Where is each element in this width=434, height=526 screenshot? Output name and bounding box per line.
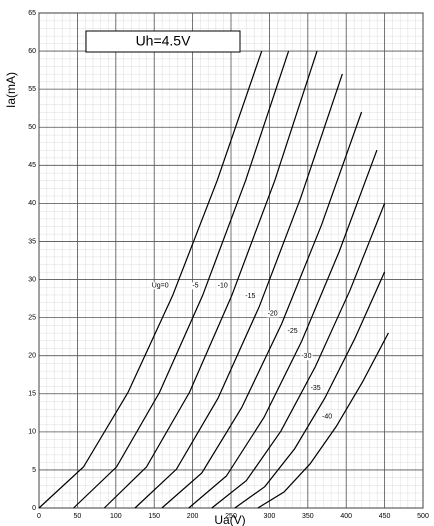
y-tick-label: 35	[28, 238, 36, 245]
y-tick-label: 65	[28, 10, 36, 17]
curve-label: -40	[322, 413, 332, 420]
x-tick-label: 500	[417, 513, 429, 520]
curve	[73, 50, 290, 509]
curve-label: Ug=0	[152, 282, 169, 289]
y-tick-label: 10	[28, 429, 36, 436]
curve-label-bg	[309, 385, 322, 393]
curve-label: -30	[301, 353, 311, 360]
x-axis-label: Ua(V)	[214, 513, 245, 526]
x-tick-label: 0	[37, 513, 41, 520]
y-tick-label: 0	[32, 505, 36, 512]
curve	[38, 50, 263, 509]
curve-label-bg	[266, 310, 279, 318]
curve-label: -20	[268, 311, 278, 318]
curve-label-bg	[216, 282, 229, 290]
curve-label-bg	[300, 353, 313, 361]
curve-label-bg	[286, 328, 299, 336]
curve	[134, 73, 343, 509]
y-tick-label: 60	[28, 48, 36, 55]
x-tick-label: 150	[148, 513, 160, 520]
y-tick-label: 55	[28, 86, 36, 93]
curve	[211, 203, 386, 509]
y-axis-label: Ia(mA)	[4, 72, 18, 108]
curve-label: -15	[245, 293, 255, 300]
title-box	[85, 30, 241, 53]
x-tick-label: 350	[302, 513, 314, 520]
curve	[234, 271, 386, 509]
y-tick-label: 15	[28, 391, 36, 398]
x-tick-label: 450	[379, 513, 391, 520]
curve-label-bg	[244, 293, 257, 301]
curve	[103, 50, 318, 509]
y-tick-label: 25	[28, 314, 36, 321]
curve-label-bg	[191, 282, 200, 290]
y-tick-label: 50	[28, 124, 36, 131]
x-tick-label: 400	[340, 513, 352, 520]
x-tick-label: 250	[225, 513, 237, 520]
curve-label-bg	[321, 413, 334, 421]
chart-title: Uh=4.5V	[136, 33, 192, 49]
curve-label: -25	[288, 328, 298, 335]
x-tick-label: 50	[74, 513, 82, 520]
curve	[161, 111, 363, 509]
y-tick-label: 45	[28, 162, 36, 169]
curve-label: -35	[311, 385, 321, 392]
y-tick-label: 30	[28, 276, 36, 283]
curve-label: -10	[218, 282, 228, 289]
x-tick-label: 200	[187, 513, 199, 520]
curve	[257, 332, 389, 509]
y-tick-label: 5	[32, 467, 36, 474]
y-tick-label: 40	[28, 200, 36, 207]
curve	[188, 149, 378, 509]
curve-label: -5	[192, 282, 198, 289]
x-tick-label: 100	[110, 513, 122, 520]
x-tick-label: 300	[264, 513, 276, 520]
y-tick-label: 20	[28, 353, 36, 360]
curve-label-bg	[150, 282, 170, 290]
